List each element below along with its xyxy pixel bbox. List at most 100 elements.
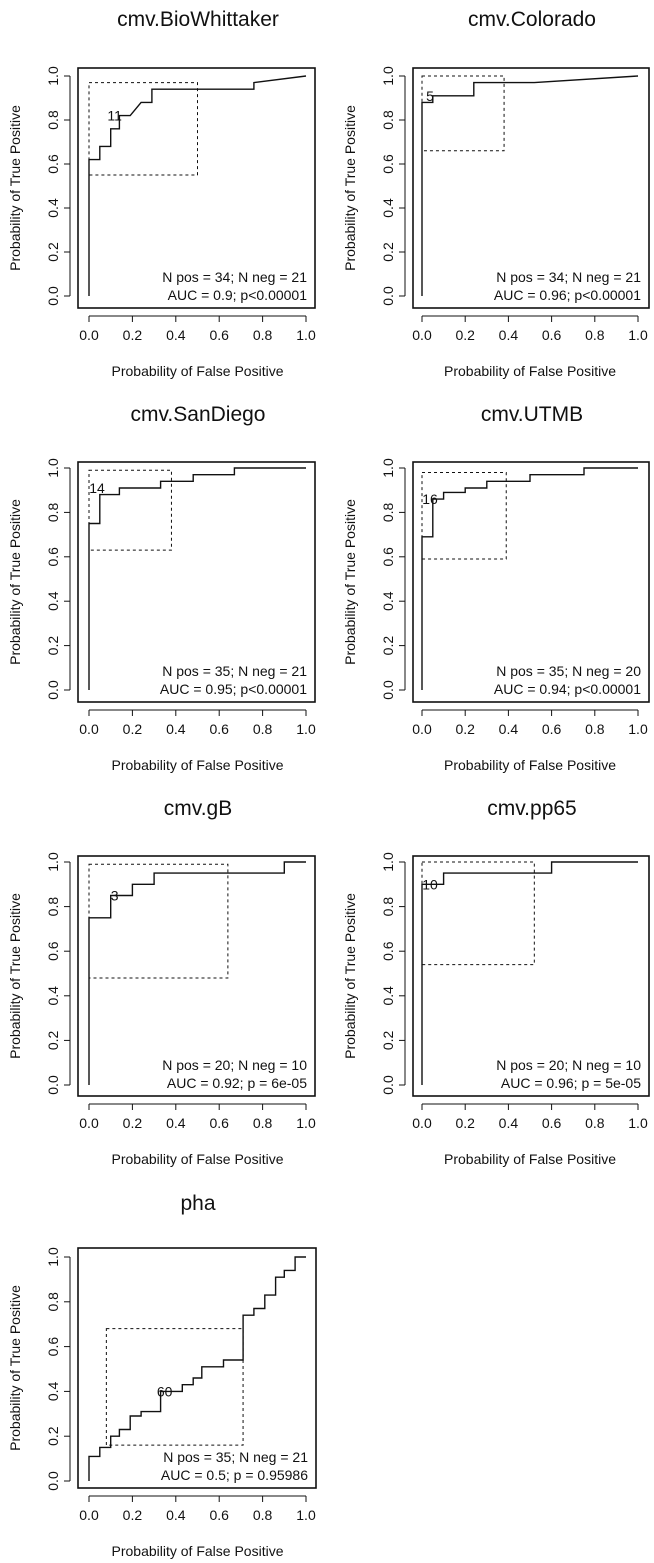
x-tick-label: 1.0 (296, 1507, 316, 1523)
y-tick-label: 1.0 (45, 66, 61, 86)
x-tick-label: 0.8 (585, 721, 605, 737)
x-tick-label: 1.0 (628, 721, 648, 737)
auc-note: AUC = 0.92; p = 6e-05 (167, 1075, 307, 1091)
x-tick-label: 0.4 (499, 1115, 519, 1131)
x-tick-label: 0.4 (166, 327, 186, 343)
x-tick-label: 0.4 (499, 327, 519, 343)
sample-size-note: N pos = 34; N neg = 21 (496, 269, 641, 285)
y-tick-label: 0.4 (45, 986, 61, 1006)
x-tick-label: 0.8 (253, 1507, 273, 1523)
y-tick-label: 1.0 (380, 458, 396, 478)
x-tick-label: 0.0 (79, 1115, 99, 1131)
y-tick-label: 1.0 (45, 1247, 61, 1267)
x-tick-label: 1.0 (628, 327, 648, 343)
panel-title: pha (180, 1192, 215, 1215)
x-tick-label: 0.4 (499, 721, 519, 737)
y-tick-label: 0.6 (45, 941, 61, 961)
x-tick-label: 0.6 (209, 327, 229, 343)
sample-size-note: N pos = 20; N neg = 10 (496, 1057, 641, 1073)
cutoff-box (421, 75, 505, 152)
roc-curve (88, 75, 307, 296)
x-tick-label: 0.6 (542, 1115, 562, 1131)
cutoff-label: 60 (157, 1383, 173, 1399)
y-tick-label: 0.2 (45, 1426, 61, 1446)
y-tick-label: 0.0 (380, 680, 396, 700)
x-tick-label: 0.6 (542, 721, 562, 737)
roc-curve (88, 861, 306, 1085)
x-tick-label: 1.0 (296, 721, 316, 737)
x-tick-label: 0.4 (166, 721, 186, 737)
y-tick-label: 0.0 (45, 1075, 61, 1095)
x-tick-label: 0.2 (455, 721, 475, 737)
y-tick-label: 1.0 (45, 458, 61, 478)
y-tick-label: 0.2 (380, 636, 396, 656)
cutoff-box (88, 469, 172, 551)
y-tick-label: 0.6 (45, 154, 61, 174)
y-tick-label: 1.0 (380, 66, 396, 86)
roc-curve (421, 861, 638, 1085)
panel-title: cmv.BioWhittaker (117, 8, 279, 31)
y-tick-label: 0.2 (45, 636, 61, 656)
x-axis-label: Probability of False Positive (444, 757, 616, 773)
sample-size-note: N pos = 35; N neg = 21 (162, 663, 307, 679)
roc-panel: cmv.pp65 0.0 0.2 0.4 0.6 0.8 1.0 Probability of… (342, 797, 650, 1167)
roc-panel: cmv.BioWhittaker 0.0 0.2 0.4 0.6 0.8 1.0 Probab… (7, 8, 316, 379)
y-tick-label: 0.6 (380, 154, 396, 174)
auc-note: AUC = 0.9; p<0.00001 (168, 287, 308, 303)
y-tick-label: 1.0 (380, 852, 396, 872)
auc-note: AUC = 0.96; p = 5e-05 (501, 1075, 641, 1091)
panel-title: cmv.UTMB (481, 403, 583, 426)
y-axis-label: Probability of True Positive (7, 893, 23, 1059)
cutoff-label: 3 (111, 887, 119, 903)
y-tick-label: 0.8 (45, 502, 61, 522)
y-tick-label: 0.8 (380, 502, 396, 522)
cutoff-label: 11 (107, 108, 122, 124)
panel-title: cmv.gB (164, 797, 232, 820)
y-tick-label: 0.2 (380, 1030, 396, 1050)
y-axis-label: Probability of True Positive (342, 893, 358, 1059)
plot-frame (77, 67, 316, 309)
auc-note: AUC = 0.94; p<0.00001 (494, 681, 641, 697)
roc-panel: cmv.gB 0.0 0.2 0.4 0.6 0.8 1.0 Probability of F… (7, 797, 316, 1167)
sample-size-note: N pos = 35; N neg = 20 (496, 663, 641, 679)
cutoff-label: 14 (89, 480, 105, 496)
x-tick-label: 0.6 (209, 1115, 229, 1131)
x-tick-label: 0.8 (253, 327, 273, 343)
y-tick-label: 0.8 (45, 897, 61, 917)
y-tick-label: 1.0 (45, 852, 61, 872)
x-tick-label: 0.2 (455, 327, 475, 343)
sample-size-note: N pos = 34; N neg = 21 (162, 269, 307, 285)
roc-panel: cmv.Colorado 0.0 0.2 0.4 0.6 0.8 1.0 Probabilit… (342, 8, 650, 379)
x-tick-label: 0.0 (412, 721, 432, 737)
x-tick-label: 0.8 (585, 1115, 605, 1131)
roc-panel: cmv.SanDiego 0.0 0.2 0.4 0.6 0.8 1.0 Probabilit… (7, 403, 316, 773)
y-tick-label: 0.8 (45, 110, 61, 130)
x-tick-label: 0.0 (79, 1507, 99, 1523)
auc-note: AUC = 0.5; p = 0.95986 (161, 1467, 308, 1483)
x-axis-label: Probability of False Positive (112, 363, 284, 379)
cutoff-box (105, 1328, 244, 1446)
y-tick-label: 0.4 (45, 1381, 61, 1401)
x-axis-label: Probability of False Positive (444, 1151, 616, 1167)
roc-panel: pha 0.0 0.2 0.4 0.6 0.8 1.0 Probability of Fals… (7, 1192, 317, 1559)
y-axis-label: Probability of True Positive (342, 499, 358, 665)
x-tick-label: 0.0 (412, 327, 432, 343)
plot-frame (77, 461, 316, 703)
sample-size-note: N pos = 20; N neg = 10 (162, 1057, 307, 1073)
y-tick-label: 0.2 (45, 1030, 61, 1050)
y-tick-label: 0.8 (380, 897, 396, 917)
cutoff-box (88, 863, 229, 979)
cutoff-label: 16 (422, 491, 438, 507)
cutoff-box (421, 471, 507, 560)
x-tick-label: 0.2 (123, 721, 143, 737)
x-tick-label: 0.0 (412, 1115, 432, 1131)
x-tick-label: 0.6 (209, 721, 229, 737)
y-tick-label: 0.8 (45, 1292, 61, 1312)
y-tick-label: 0.4 (45, 198, 61, 218)
x-tick-label: 1.0 (296, 327, 316, 343)
cutoff-box (421, 861, 535, 966)
x-axis-label: Probability of False Positive (112, 1543, 284, 1559)
y-tick-label: 0.6 (380, 547, 396, 567)
y-axis-label: Probability of True Positive (342, 105, 358, 271)
y-tick-label: 0.0 (45, 1471, 61, 1491)
